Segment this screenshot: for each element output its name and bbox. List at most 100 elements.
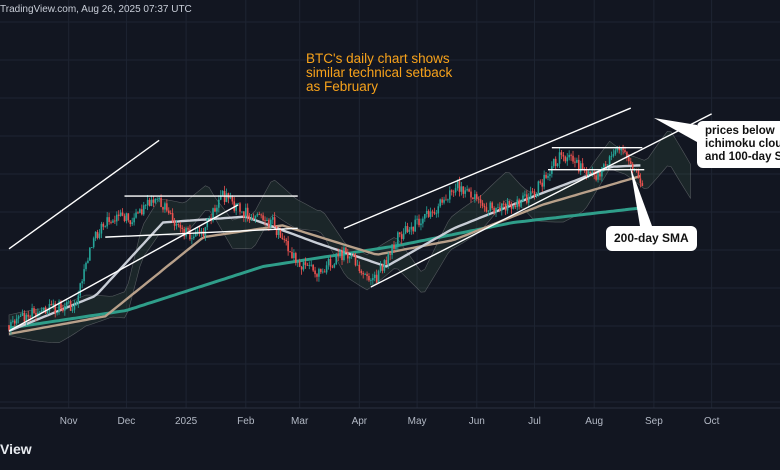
candle — [504, 202, 507, 215]
x-tick-label: 2025 — [175, 416, 198, 427]
candle-body — [568, 154, 570, 158]
cloud-callout-line-2: ichimoku cloud — [705, 138, 780, 150]
candle — [622, 144, 624, 155]
candle-body — [71, 309, 74, 311]
candle-body — [618, 147, 621, 151]
candle-body — [395, 245, 397, 250]
candle-body — [98, 233, 101, 238]
candle-body — [578, 159, 580, 172]
candle — [260, 213, 262, 219]
candle-body — [549, 174, 551, 176]
candle — [352, 252, 355, 257]
candle-body — [67, 301, 70, 303]
candle — [531, 187, 534, 194]
candle — [408, 226, 411, 235]
candle — [429, 207, 432, 219]
candle — [167, 207, 170, 215]
candle-body — [460, 186, 463, 192]
candle-body — [418, 218, 420, 226]
candle-body — [429, 211, 432, 217]
candle-body — [83, 269, 85, 282]
candle — [416, 215, 418, 225]
candle — [578, 154, 580, 174]
candle-body — [589, 171, 592, 174]
candle-body — [15, 318, 18, 324]
candle — [620, 147, 622, 156]
x-tick-label: Sep — [645, 416, 663, 427]
candle-body — [250, 218, 253, 221]
candle-body — [554, 158, 557, 166]
candle-body — [127, 213, 130, 221]
candle — [75, 300, 78, 306]
candle-body — [150, 199, 153, 206]
candle-body — [337, 253, 339, 257]
sma-callout: 200-day SMA — [606, 226, 697, 251]
candle-body — [610, 155, 613, 157]
candle-body — [626, 152, 628, 157]
candle-body — [73, 305, 76, 310]
candle — [597, 170, 599, 183]
candle — [339, 249, 341, 259]
candle-body — [310, 264, 313, 266]
candle — [383, 259, 386, 273]
candle — [298, 258, 301, 268]
candle — [266, 217, 268, 222]
candle-body — [314, 270, 316, 275]
x-tick-label: Jul — [528, 416, 541, 427]
candle-body — [133, 217, 135, 223]
candle — [354, 253, 357, 267]
candle-body — [116, 214, 118, 222]
candle-body — [108, 217, 110, 222]
candle — [554, 156, 557, 170]
candle-body — [622, 148, 624, 151]
candle — [52, 299, 55, 310]
candle-body — [135, 212, 137, 218]
candle-body — [125, 213, 128, 222]
candle-body — [200, 231, 203, 232]
candle-body — [187, 228, 189, 230]
candle-body — [46, 311, 49, 314]
candle — [256, 212, 259, 218]
candle-body — [452, 191, 455, 193]
candle — [171, 208, 174, 223]
candle-body — [481, 202, 484, 206]
candle — [144, 204, 147, 210]
candle — [410, 222, 413, 235]
candle-body — [612, 154, 615, 156]
candle — [325, 261, 328, 275]
candle-body — [352, 254, 355, 256]
candle — [216, 204, 218, 215]
candle-body — [329, 258, 332, 267]
annotation-title-line-3: as February — [306, 79, 379, 94]
candle-body — [275, 226, 278, 235]
candle-body — [12, 320, 14, 322]
candle — [104, 225, 107, 228]
candle-body — [524, 194, 526, 196]
candle — [516, 196, 518, 211]
candle — [589, 171, 592, 174]
candle-body — [475, 194, 478, 199]
candle — [360, 269, 363, 276]
candle-body — [131, 222, 133, 225]
candle-body — [121, 212, 124, 216]
candle — [373, 271, 376, 282]
candle — [335, 252, 338, 266]
candle-body — [233, 201, 236, 211]
candle — [366, 271, 368, 281]
candle — [564, 155, 567, 164]
candle-body — [341, 250, 343, 261]
candle — [206, 217, 209, 231]
candle-body — [462, 186, 465, 194]
candle — [271, 214, 274, 225]
candle — [641, 180, 644, 187]
candle-body — [389, 254, 391, 256]
candle-body — [570, 154, 572, 156]
candle-body — [169, 213, 172, 214]
candle — [46, 310, 49, 315]
candle-body — [13, 320, 16, 324]
candle-body — [42, 307, 45, 311]
candle — [71, 304, 74, 313]
candle — [273, 212, 276, 228]
